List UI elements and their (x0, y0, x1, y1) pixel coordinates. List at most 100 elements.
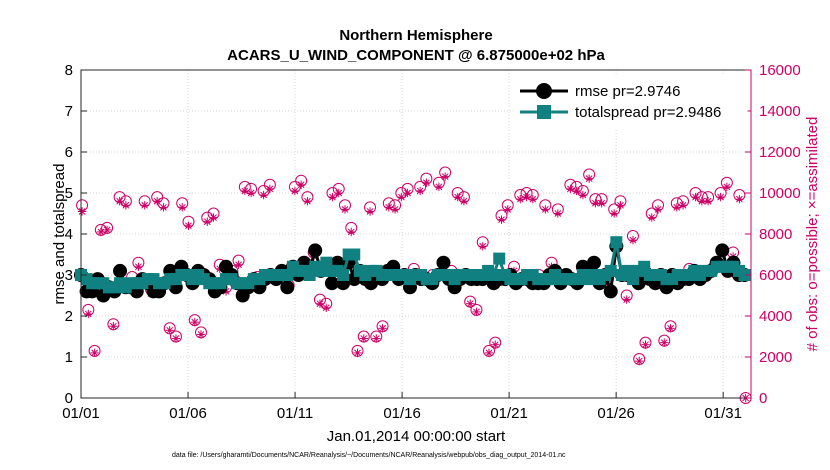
assimilated-obs-point (259, 190, 268, 200)
y-tick-label: 4 (65, 226, 73, 243)
rmse-point (715, 243, 730, 258)
assimilated-obs-point (196, 330, 206, 339)
assimilated-obs-point (578, 190, 588, 200)
assimilated-obs-point (735, 194, 744, 204)
data-file-footer: data file: /Users/gharamti/Documents/NCA… (172, 452, 566, 459)
assimilated-obs-point (296, 180, 306, 189)
totalspread-point (487, 269, 500, 281)
assimilated-obs-point (491, 340, 500, 349)
assimilated-obs-point (184, 221, 193, 230)
assimilated-obs-point (672, 203, 681, 212)
assimilated-obs-point (434, 182, 444, 192)
rmse-point (280, 280, 295, 295)
y-tick-label: 2 (65, 308, 73, 325)
assimilated-obs-point (246, 188, 256, 198)
y-tick-label: 7 (65, 103, 73, 120)
assimilated-obs-point (722, 182, 732, 192)
y2-tick-label: 6000 (759, 267, 792, 284)
y-tick-label: 1 (65, 349, 73, 366)
assimilated-obs-point (90, 348, 99, 358)
assimilated-obs-point (134, 262, 143, 271)
y2-tick-label: 10000 (759, 185, 801, 202)
assimilated-obs-point (641, 340, 650, 349)
assimilated-obs-point (541, 205, 550, 214)
assimilated-obs-point (403, 188, 412, 198)
chart-title-line-2: ACARS_U_WIND_COMPONENT @ 6.875000e+02 hP… (227, 47, 605, 64)
assimilated-obs-point (566, 184, 575, 194)
assimilated-obs-point (265, 184, 275, 194)
assimilated-obs-point (359, 334, 368, 343)
assimilated-obs-point (334, 188, 343, 198)
rmse-point (587, 255, 602, 270)
assimilated-obs-point (635, 356, 644, 366)
totalspread-point (738, 269, 751, 281)
totalspread-point (604, 264, 617, 277)
assimilated-obs-point (303, 197, 312, 206)
x-tick-label: 01/21 (490, 405, 528, 422)
legend-rmse-marker (536, 83, 552, 99)
chart-title-line-1: Northern Hemisphere (339, 27, 492, 44)
assimilated-obs-point (415, 186, 425, 196)
assimilated-obs-point (522, 192, 531, 202)
assimilated-obs-point (484, 348, 494, 358)
assimilated-obs-point (516, 194, 525, 204)
assimilated-obs-point (209, 213, 218, 222)
assimilated-obs-point (353, 348, 362, 358)
x-tick-label: 01/31 (704, 405, 742, 422)
assimilated-obs-point (572, 186, 581, 196)
assimilated-obs-point (390, 205, 400, 214)
assimilated-obs-point (178, 203, 187, 212)
x-tick-label: 01/16 (383, 405, 421, 422)
rmse-point (324, 276, 339, 291)
rmse-point (603, 284, 618, 299)
assimilated-obs-point (528, 194, 538, 204)
assimilated-obs-point (584, 174, 594, 183)
totalspread-point (337, 269, 350, 281)
assimilated-obs-point (115, 197, 124, 206)
x-tick-label: 01/06 (169, 405, 207, 422)
legend-totalspread-marker (537, 105, 551, 119)
assimilated-obs-point (691, 192, 700, 202)
legend-box (514, 74, 748, 129)
x-tick-label: 01/11 (277, 405, 313, 422)
assimilated-obs-point (372, 334, 381, 343)
assimilated-obs-point (171, 334, 181, 343)
y2-tick-label: 0 (759, 390, 767, 407)
assimilated-obs-point (622, 295, 631, 304)
assimilated-obs-point (322, 303, 331, 312)
assimilated-obs-point (397, 192, 406, 202)
x-tick-label: 01/26 (597, 405, 635, 422)
assimilated-obs-point (497, 215, 506, 224)
assimilated-obs-point (716, 192, 725, 202)
y2-axis-label: # of obs: o=possible; ×=assimilated (804, 117, 821, 352)
assimilated-obs-point (472, 307, 481, 317)
assimilated-obs-point (328, 192, 337, 202)
assimilated-obs-point (240, 186, 250, 196)
y-tick-label: 8 (65, 62, 73, 79)
assimilated-obs-point (347, 227, 356, 237)
assimilated-obs-point (453, 192, 462, 202)
x-axis-label: Jan.01,2014 00:00:00 start (327, 428, 506, 445)
totalspread-point (610, 236, 623, 249)
totalspread-point (493, 252, 506, 265)
rmse-point (113, 263, 128, 278)
y-tick-label: 3 (65, 267, 73, 284)
assimilated-obs-point (384, 203, 394, 212)
assimilated-obs-point (102, 225, 112, 235)
rmse-point (308, 243, 323, 258)
assimilated-obs-point (315, 299, 325, 308)
assimilated-obs-point (597, 199, 606, 208)
rmse-point (436, 255, 451, 270)
assimilated-obs-point (666, 324, 675, 333)
assimilated-obs-point (77, 207, 87, 216)
assimilated-obs-point (140, 201, 149, 210)
y2-tick-label: 4000 (759, 308, 792, 325)
assimilated-obs-point (152, 197, 162, 206)
y2-tick-label: 12000 (759, 144, 801, 161)
assimilated-obs-point (616, 201, 625, 210)
y2-tick-label: 8000 (759, 226, 792, 243)
assimilated-obs-point (660, 338, 669, 347)
assimilated-obs-point (466, 299, 475, 308)
assimilated-obs-point (503, 205, 512, 214)
